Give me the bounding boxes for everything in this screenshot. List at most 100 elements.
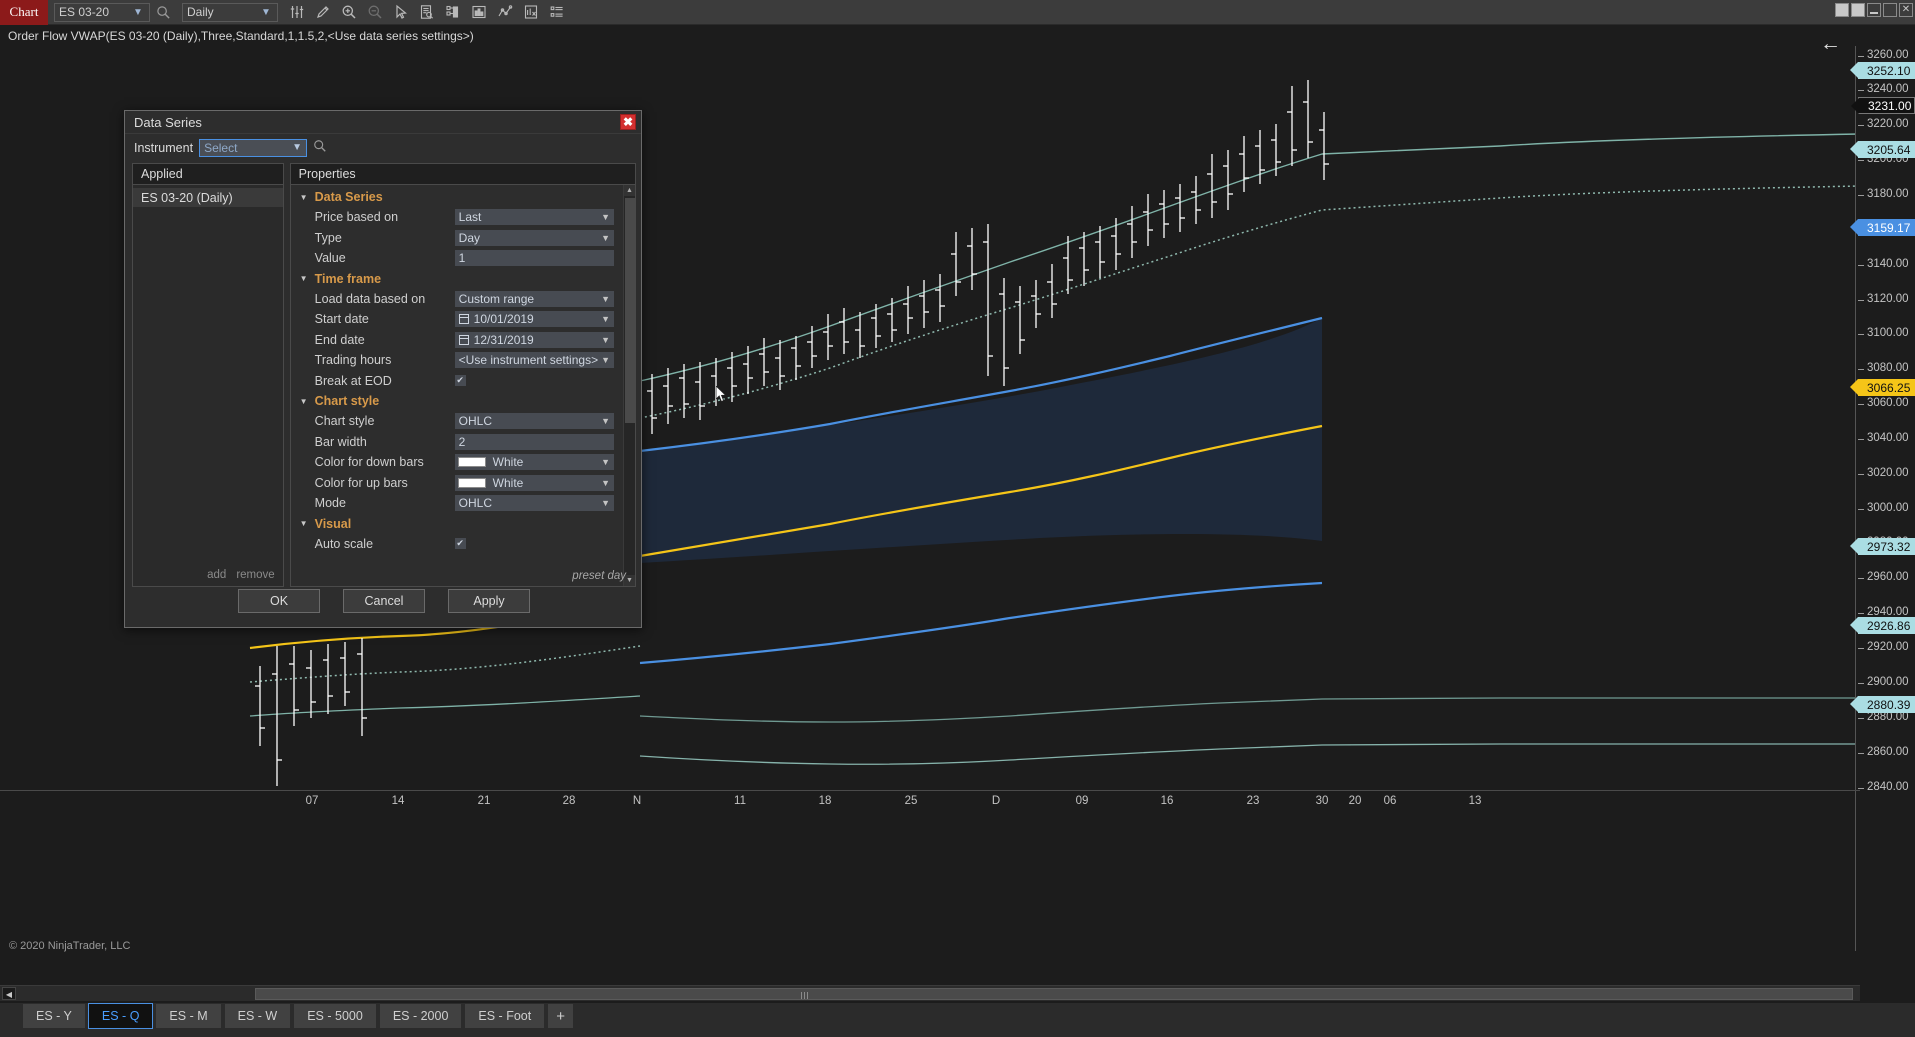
price-axis[interactable]: 3260.00 3240.00 3220.00 3200.00 3180.00 …	[1850, 46, 1915, 951]
mode-select[interactable]: OHLC ▼	[454, 495, 614, 512]
tab-es-q[interactable]: ES - Q	[87, 1003, 154, 1029]
panel-layout-icon[interactable]	[440, 0, 466, 25]
chevron-down-icon: ▼	[601, 477, 610, 488]
button-label: Cancel	[364, 594, 404, 608]
left-teal-lower	[249, 695, 641, 717]
list-icon[interactable]	[544, 0, 570, 25]
load-data-based-on-select[interactable]: Custom range ▼	[454, 290, 614, 307]
auto-scale-checkbox[interactable]: ✔	[454, 538, 466, 550]
property-row-trading-hours: Trading hours <Use instrument settings> …	[291, 350, 623, 371]
color-up-bars-select[interactable]: White ▼	[454, 474, 614, 491]
tab-label: ES - M	[169, 1009, 208, 1023]
data-box-icon[interactable]	[414, 0, 440, 25]
tab-es-foot[interactable]: ES - Foot	[464, 1003, 546, 1029]
price-tick: 3240.00	[1856, 83, 1909, 95]
add-tab-button[interactable]: +	[547, 1003, 574, 1029]
tab-label: ES - Q	[101, 1009, 140, 1023]
clipboard-chart-icon[interactable]	[518, 0, 544, 25]
horizontal-scrollbar[interactable]: ◀	[0, 985, 1860, 1001]
properties-header: Properties	[290, 164, 635, 185]
chart-style-value: OHLC	[458, 414, 493, 429]
applied-list[interactable]: ES 03-20 (Daily)	[133, 185, 283, 564]
indicator-line-icon[interactable]	[492, 0, 518, 25]
remove-button[interactable]: remove	[236, 569, 275, 581]
search-icon[interactable]	[150, 0, 176, 25]
price-tick: 3060.00	[1856, 397, 1909, 409]
apply-button[interactable]: Apply	[448, 589, 530, 613]
pencil-icon[interactable]	[310, 0, 336, 25]
load-data-based-on-value: Custom range	[458, 291, 535, 306]
chevron-down-icon: ▼	[601, 314, 610, 325]
chevron-down-icon: ▼	[292, 142, 303, 153]
ok-button[interactable]: OK	[238, 589, 320, 613]
group-header-visual[interactable]: ▼ Visual	[291, 514, 623, 534]
time-tick: 25	[904, 795, 918, 807]
window-split-button[interactable]	[1851, 3, 1865, 17]
search-icon[interactable]	[313, 139, 327, 156]
list-item[interactable]: ES 03-20 (Daily)	[133, 188, 283, 207]
property-row-mode: Mode OHLC ▼	[291, 493, 623, 514]
chevron-down-icon: ▼	[601, 334, 610, 345]
group-header-chart-style[interactable]: ▼ Chart style	[291, 391, 623, 411]
time-axis[interactable]: 07 14 21 28 N 11 18 25 D 09 16 23 30 20 …	[0, 790, 1860, 812]
window-maximize-button[interactable]	[1883, 3, 1897, 17]
instrument-selector[interactable]: ES 03-20 ▼	[54, 2, 150, 22]
scrollbar-thumb[interactable]	[625, 198, 635, 423]
price-based-on-select[interactable]: Last ▼	[454, 209, 614, 226]
properties-scrollbar[interactable]: ▲ ▼	[623, 185, 635, 586]
property-label: Mode	[314, 496, 346, 511]
group-header-time-frame[interactable]: ▼ Time frame	[291, 269, 623, 289]
price-tick: 2840.00	[1856, 781, 1909, 793]
add-button[interactable]: add	[207, 569, 227, 581]
property-label: Bar width	[314, 434, 367, 449]
time-tick: 11	[734, 795, 746, 807]
price-tick: 3080.00	[1856, 362, 1909, 374]
cursor-arrow-icon[interactable]	[388, 0, 414, 25]
tab-es-y[interactable]: ES - Y	[22, 1003, 86, 1029]
price-tick: 3000.00	[1856, 502, 1909, 514]
window-minimize-button[interactable]	[1867, 3, 1881, 17]
price-tick: 3140.00	[1856, 258, 1909, 270]
chevron-down-icon: ▼	[133, 6, 143, 18]
chart-menu-button[interactable]: Chart	[0, 0, 48, 25]
trading-hours-select[interactable]: <Use instrument settings> ▼	[454, 352, 614, 369]
interval-selector[interactable]: Daily ▼	[182, 2, 278, 22]
break-at-eod-checkbox[interactable]: ✔	[454, 375, 466, 387]
price-marker-last: 3231.00	[1851, 97, 1915, 114]
close-icon[interactable]: ✖	[620, 114, 636, 130]
scrollbar-thumb[interactable]	[255, 988, 1853, 1000]
end-date-picker[interactable]: 12/31/2019 ▼	[454, 331, 614, 348]
tab-es-5000[interactable]: ES - 5000	[293, 1003, 377, 1029]
cancel-button[interactable]: Cancel	[343, 589, 425, 613]
bar-chart-icon[interactable]	[466, 0, 492, 25]
tab-es-2000[interactable]: ES - 2000	[378, 1003, 463, 1029]
color-down-bars-select[interactable]: White ▼	[454, 454, 614, 471]
chart-style-select[interactable]: OHLC ▼	[454, 413, 614, 430]
tab-es-w[interactable]: ES - W	[223, 1003, 292, 1029]
ohlc-bars	[255, 80, 1329, 786]
property-row-auto-scale: Auto scale ✔	[291, 534, 623, 555]
scroll-down-icon[interactable]: ▼	[624, 575, 635, 586]
tab-label: ES - W	[237, 1009, 278, 1023]
type-select[interactable]: Day ▼	[454, 229, 614, 246]
instrument-select[interactable]: Select ▼	[199, 138, 308, 157]
zoom-in-icon[interactable]	[336, 0, 362, 25]
window-close-button[interactable]: ✕	[1899, 3, 1913, 17]
price-tick: 3120.00	[1856, 293, 1909, 305]
button-label: Apply	[473, 594, 505, 608]
scroll-left-icon[interactable]: ◀	[2, 987, 16, 1000]
tab-es-m[interactable]: ES - M	[155, 1003, 222, 1029]
scroll-up-icon[interactable]: ▲	[624, 185, 635, 196]
group-header-data-series[interactable]: ▼ Data Series	[291, 187, 623, 207]
back-arrow-icon[interactable]: ←	[1820, 32, 1841, 55]
vwap-band-fill	[640, 318, 1322, 563]
settings-sliders-icon[interactable]	[284, 0, 310, 25]
preset-label[interactable]: preset day	[572, 570, 626, 582]
bar-width-input[interactable]: 2	[454, 433, 614, 450]
start-date-picker[interactable]: 10/01/2019 ▼	[454, 311, 614, 328]
zoom-out-icon[interactable]	[362, 0, 388, 25]
dialog-titlebar[interactable]: Data Series ✖	[125, 111, 641, 134]
mode-value: OHLC	[458, 496, 493, 511]
color-down-bars-value: White	[492, 455, 524, 470]
value-input[interactable]: 1	[454, 250, 614, 267]
